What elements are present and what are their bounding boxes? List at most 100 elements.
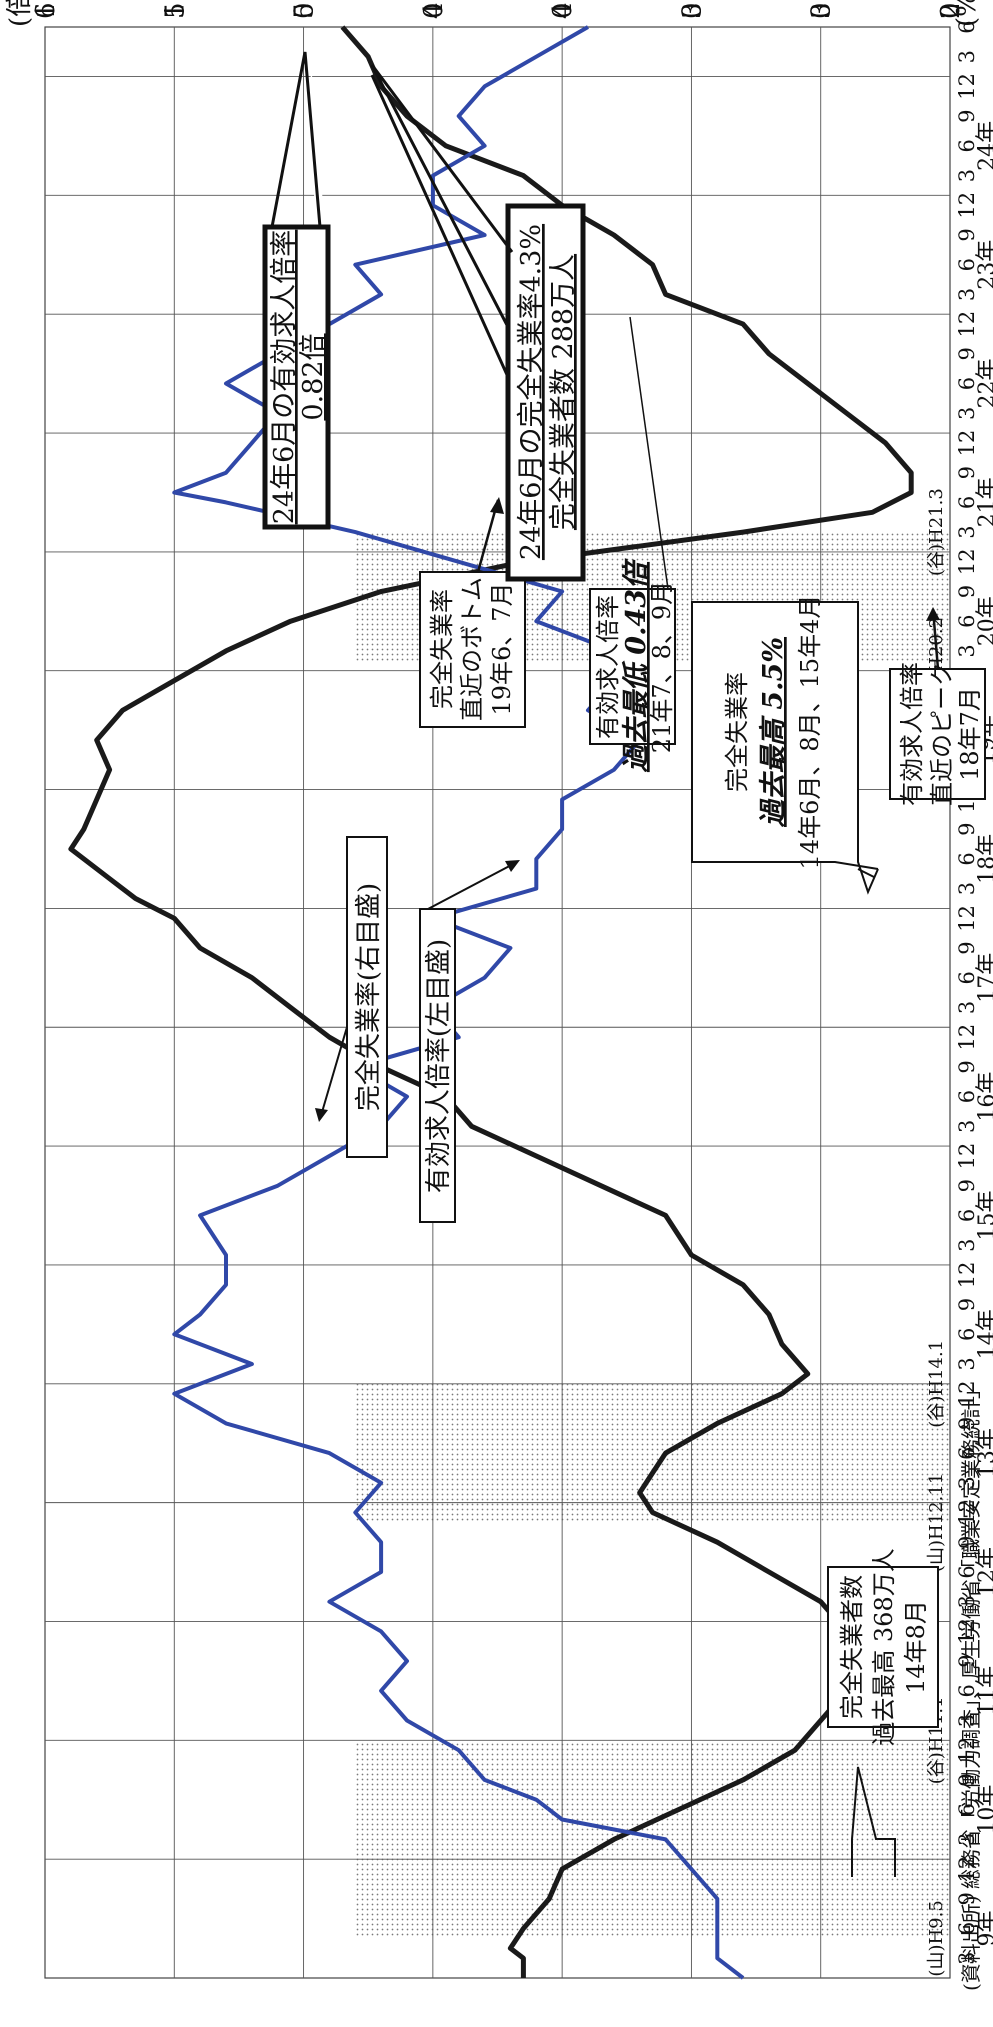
month-tick-2001-12: 12	[955, 1380, 979, 1407]
month-tick-2005-03: 3	[955, 1001, 979, 1014]
month-tick-2003-12: 12	[955, 1143, 979, 1170]
ann-low-l1: 有効求人倍率	[594, 595, 622, 739]
year-label-2004: 16年	[975, 1072, 993, 1122]
month-tick-2005-09: 9	[955, 941, 979, 954]
left-axis-ticks: 0.40 0.50 0.60 0.70 0.80 0.90 1.00 1.10	[31, 0, 966, 19]
month-tick-2004-12: 12	[955, 1024, 979, 1051]
series-line-1	[172, 25, 745, 1980]
ann-jun24-unemp-l1: 24年6月の完全失業率4.3%	[516, 224, 547, 560]
ann-unemployed-l2: 過去最高 368万人	[870, 1548, 898, 1745]
year-label-2009: 21年	[975, 477, 993, 527]
month-tick-2009-09: 9	[955, 466, 979, 479]
month-tick-2003-09: 9	[955, 1179, 979, 1192]
month-tick-2001-06: 6	[955, 1446, 979, 1459]
plot-frame	[44, 26, 951, 1979]
year-label-2008: 20年	[975, 596, 993, 646]
grid-lines	[44, 26, 951, 1979]
ann-high-l3: 14年6月、8月、15年4月	[796, 595, 824, 870]
right-axis-ticks: 2.5 3.0 3.5 4.0 4.5 5.0 5.5 6.0	[31, 0, 966, 19]
right-tick-4: 4.5	[419, 0, 449, 19]
ann-unemployed-l1: 完全失業者数	[838, 1575, 866, 1719]
year-label-2005: 17年	[975, 953, 993, 1003]
month-tick-2011-06: 6	[955, 258, 979, 271]
annotation-unemp-bottom: 完全失業率 直近のボトム 19年6、7月	[419, 497, 526, 728]
month-tick-2008-06: 6	[955, 615, 979, 628]
annotation-jobs-jun24: 24年6月の有効求人倍率 0.82倍	[262, 51, 331, 530]
month-tick-2012-03: 3	[955, 169, 979, 182]
year-label-2011: 23年	[975, 240, 993, 290]
left-tick-7: 1.10	[31, 0, 61, 19]
right-tick-2: 3.5	[677, 0, 707, 19]
annotation-unemp-jun24: 24年6月の完全失業率4.3% 完全失業者数 288万人	[370, 64, 586, 582]
month-tick-2011-12: 12	[955, 192, 979, 219]
ann-bottom-l3: 19年6、7月	[488, 582, 516, 715]
month-tick-2008-12: 12	[955, 548, 979, 575]
month-tick-1998-03: 3	[955, 1833, 979, 1846]
ann-high-l1: 完全失業率	[723, 672, 751, 792]
month-tick-2000-09: 9	[955, 1536, 979, 1549]
month-tick-1999-03: 3	[955, 1714, 979, 1727]
peak-label-0: (山)H9.5	[926, 1900, 947, 1976]
series-label-unemp: 完全失業率(右目盛)	[354, 883, 384, 1111]
month-tick-2000-12: 12	[955, 1499, 979, 1526]
month-tick-2009-03: 3	[955, 525, 979, 538]
right-tick-5: 5.0	[290, 0, 320, 19]
month-tick-2011-03: 3	[955, 288, 979, 301]
source-note: (資料出所) 総務省「労働力調査」、厚生労働省「職業安定業務統計」	[959, 1379, 983, 1991]
month-tick-2004-03: 3	[955, 1120, 979, 1133]
right-axis-unit: (%)	[952, 0, 982, 27]
month-tick-2004-06: 6	[955, 1090, 979, 1103]
series-lines	[68, 25, 914, 1980]
ann-low-l3: 21年7、8、9月	[648, 581, 676, 753]
ann-jun24-jobs-l1: 24年6月の有効求人倍率	[269, 230, 300, 525]
ann-bottom-l1: 完全失業率	[428, 589, 456, 709]
month-tick-2001-03: 3	[955, 1476, 979, 1489]
month-tick-2003-03: 3	[955, 1238, 979, 1251]
month-tick-2010-12: 12	[955, 311, 979, 338]
left-tick-2: 0.60	[677, 0, 707, 19]
ann-jun24-jobs-l2: 0.82倍	[298, 333, 329, 420]
annotation-jobs-low: 有効求人倍率 過去最低 0.43倍 21年7、8、9月	[589, 316, 676, 772]
trough-label-2: (谷)H21.3	[926, 488, 947, 576]
ann-peak-l2: 直近のピーク	[928, 662, 956, 806]
month-tick-2002-12: 12	[955, 1261, 979, 1288]
month-tick-2011-09: 9	[955, 228, 979, 241]
left-tick-5: 0.90	[290, 0, 320, 19]
month-tick-2009-06: 6	[955, 496, 979, 509]
year-label-2002: 14年	[975, 1309, 993, 1359]
month-tick-2006-06: 6	[955, 852, 979, 865]
month-tick-2010-09: 9	[955, 347, 979, 360]
year-label-2003: 15年	[975, 1190, 993, 1240]
month-tick-2006-03: 3	[955, 882, 979, 895]
month-tick-2012-06: 6	[955, 139, 979, 152]
ann-jun24-unemp-l2: 完全失業者数 288万人	[548, 254, 579, 530]
right-tick-6: 5.5	[160, 0, 190, 19]
annotation-unemp-high: 完全失業率 過去最高 5.5% 14年6月、8月、15年4月	[691, 595, 879, 895]
month-tick-1998-06: 6	[955, 1803, 979, 1816]
month-tick-2012-12: 12	[955, 73, 979, 100]
year-label-1998: 10年	[975, 1785, 993, 1835]
year-label-2012: 24年	[975, 121, 993, 171]
month-tick-2008-03: 3	[955, 644, 979, 657]
recession-band-1	[355, 1383, 950, 1523]
year-label-2000: 12年	[975, 1547, 993, 1597]
peak-label-1: (山)H12.11	[926, 1473, 947, 1572]
left-tick-4: 0.80	[419, 0, 449, 19]
label-jobs-series: 有効求人倍率(左目盛)	[419, 860, 520, 1223]
month-tick-1997-12: 12	[955, 1856, 979, 1883]
month-tick-2012-09: 9	[955, 109, 979, 122]
ann-unemployed-l3: 14年8月	[902, 1600, 930, 1694]
left-tick-6: 1.00	[160, 0, 190, 19]
business-cycle-labels: (山)H9.5(谷)H11.1(山)H12.11(谷)H14.1(山)H20.2…	[926, 488, 947, 1976]
right-tick-3: 4.0	[548, 0, 578, 19]
month-tick-2008-09: 9	[955, 585, 979, 598]
month-tick-2000-03: 3	[955, 1595, 979, 1608]
month-tick-2003-06: 6	[955, 1209, 979, 1222]
left-tick-0: 0.40	[936, 0, 966, 19]
ann-low-l2: 過去最低 0.43倍	[621, 558, 652, 772]
ann-peak-l1: 有効求人倍率	[898, 662, 926, 806]
annotation-jobs-peak: 有効求人倍率 直近のピーク 18年7月	[889, 607, 986, 806]
